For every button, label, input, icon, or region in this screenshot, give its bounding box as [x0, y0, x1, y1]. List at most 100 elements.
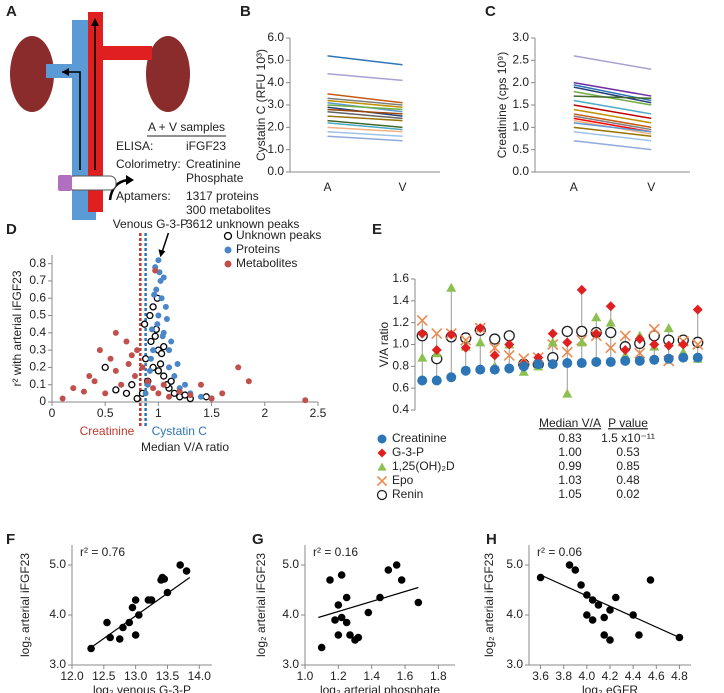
marker — [678, 339, 689, 350]
panel-label: H — [486, 531, 497, 548]
marker — [562, 388, 573, 398]
marker — [163, 315, 170, 322]
r-squared: r² = 0.76 — [80, 545, 125, 559]
marker — [547, 328, 558, 339]
marker — [149, 303, 157, 311]
series-line — [327, 119, 403, 129]
x-tick-label: 12.0 — [60, 669, 84, 683]
marker — [692, 304, 703, 315]
sample-tube — [67, 175, 117, 191]
marker — [503, 349, 515, 361]
y-tick-label: 5.0 — [282, 557, 299, 571]
marker — [106, 633, 114, 642]
x-tick-label: 4.4 — [625, 669, 642, 683]
marker — [577, 581, 585, 589]
marker — [168, 338, 175, 345]
marker — [588, 616, 597, 624]
table-cell: 0.02 — [616, 487, 640, 501]
marker — [155, 312, 162, 319]
series-line — [573, 90, 652, 106]
marker — [123, 338, 130, 345]
marker — [342, 618, 351, 627]
series-line — [573, 95, 652, 100]
marker — [160, 575, 169, 583]
sample-method: Aptamers: — [116, 189, 171, 203]
kidney — [10, 36, 54, 112]
marker — [619, 330, 631, 342]
marker — [122, 389, 131, 398]
marker — [547, 359, 558, 370]
marker — [571, 566, 580, 574]
kidney — [146, 36, 190, 112]
series-line — [327, 97, 403, 106]
marker — [377, 462, 387, 471]
marker — [489, 333, 501, 345]
marker — [376, 475, 388, 487]
y-tick-label: 0 — [39, 394, 46, 408]
y-tick-label: 0.1 — [29, 377, 46, 391]
marker — [561, 325, 573, 338]
marker — [503, 330, 515, 342]
marker — [414, 598, 423, 607]
y-tick-label: 0.4 — [392, 402, 409, 416]
marker — [692, 336, 704, 348]
table-cell: 0.99 — [558, 459, 582, 473]
marker — [600, 613, 609, 622]
marker — [431, 328, 443, 340]
marker — [155, 257, 162, 264]
marker — [159, 333, 166, 340]
y-tick-label: 2.0 — [512, 75, 529, 89]
marker — [146, 311, 154, 320]
marker — [416, 314, 428, 327]
y-tick-label: 0.2 — [29, 360, 46, 374]
marker — [302, 397, 309, 404]
y-tick-label: 2.5 — [512, 53, 529, 67]
sample-item: iFGF23 — [186, 139, 226, 153]
series-line — [327, 104, 403, 111]
marker — [245, 378, 252, 385]
x-axis-title: log₂ arterial phosphate — [320, 683, 440, 693]
marker — [176, 561, 184, 569]
y-axis-title: V/A ratio — [377, 321, 391, 367]
table-cell: 1.5 x10⁻¹¹ — [601, 431, 655, 445]
x-tick-label: 1 — [155, 406, 162, 420]
fit-line — [318, 586, 419, 619]
r-squared: r² = 0.16 — [313, 545, 358, 559]
marker — [649, 339, 660, 350]
marker — [576, 358, 587, 369]
marker — [102, 390, 109, 397]
marker — [326, 576, 334, 584]
y-tick-label: 5.0 — [49, 557, 66, 571]
marker — [565, 561, 574, 569]
x-tick-label: 0.5 — [97, 406, 114, 420]
kidney-schematic — [10, 12, 190, 220]
y-axis-title: Creatinine (cps 10⁹) — [495, 52, 509, 159]
marker — [634, 334, 645, 345]
table-cell: 0.48 — [616, 473, 640, 487]
marker — [219, 390, 226, 397]
marker — [157, 349, 166, 358]
series-line — [327, 110, 403, 120]
y-tick-label: 1.0 — [512, 120, 529, 134]
y-tick-label: 4.0 — [49, 607, 66, 621]
x-tick-label: A — [323, 180, 331, 194]
y-tick-label: 1.5 — [512, 97, 529, 111]
marker — [197, 393, 204, 400]
y-tick-label: 0.0 — [267, 164, 284, 178]
marker — [166, 347, 173, 354]
series-line — [327, 99, 403, 108]
y-tick-label: 5.0 — [267, 53, 284, 67]
y-tick-label: 0.4 — [29, 325, 46, 339]
marker — [224, 260, 232, 268]
table-header: P value — [608, 416, 648, 430]
y-tick-label: 0.5 — [512, 142, 529, 156]
marker — [174, 360, 181, 367]
panel-label: F — [6, 531, 15, 548]
marker — [518, 361, 529, 372]
marker — [475, 337, 486, 347]
marker — [692, 338, 704, 351]
panel-label: A — [6, 3, 17, 20]
marker — [648, 323, 660, 335]
legend-label: Renin — [392, 487, 423, 501]
